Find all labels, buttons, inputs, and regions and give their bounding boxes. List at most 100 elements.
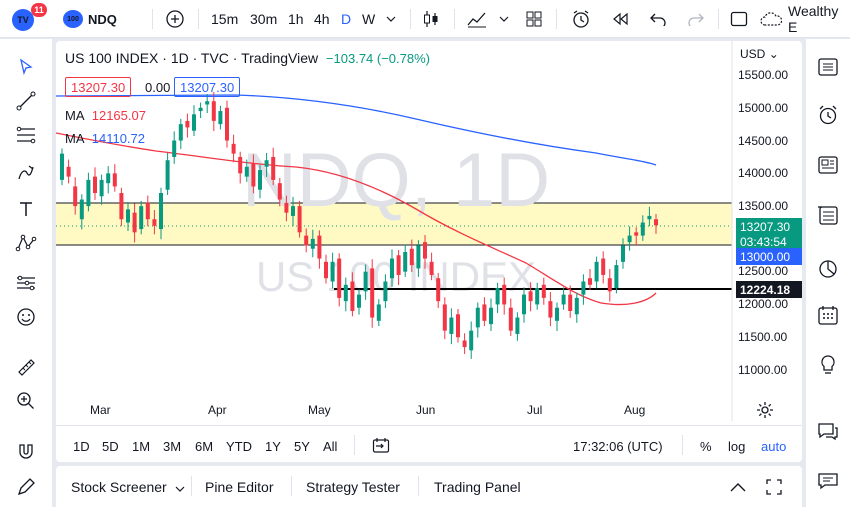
bid-price-box[interactable]: 13207.30 <box>65 77 132 97</box>
level2-tag: 12224.18 <box>736 281 802 298</box>
candle-body <box>291 206 295 216</box>
chevron-down-icon[interactable] <box>498 0 510 38</box>
cursor-icon[interactable] <box>12 53 40 81</box>
data-window-icon[interactable] <box>814 201 842 229</box>
chart-settings-gear-icon[interactable] <box>756 401 774 422</box>
user-avatar[interactable]: TV <box>12 9 34 31</box>
candle-body <box>396 255 401 275</box>
calendar-icon[interactable] <box>814 301 842 329</box>
candle-body <box>337 258 342 298</box>
fullscreen-square-icon[interactable] <box>729 0 749 38</box>
candle-body <box>119 193 124 220</box>
candle-body <box>654 219 658 226</box>
symbol-search[interactable]: NDQ <box>88 11 117 27</box>
tab-pine-editor[interactable]: Pine Editor <box>205 478 274 495</box>
notifications-icon[interactable] <box>814 467 842 495</box>
tab-strategy-tester[interactable]: Strategy Tester <box>306 478 400 495</box>
candle-body <box>231 143 236 154</box>
candle-body <box>416 245 421 269</box>
symbol-icon: 100 <box>63 10 83 28</box>
candle-body <box>271 156 276 180</box>
range-1m[interactable]: 1M <box>132 439 151 454</box>
undo-icon[interactable] <box>648 0 668 38</box>
chart-panel[interactable]: NDQ, 1D US 100 INDEX US 100 INDEX · 1D ·… <box>56 41 802 462</box>
prediction-measure-icon[interactable] <box>12 269 40 297</box>
ideas-lightbulb-icon[interactable] <box>814 351 842 379</box>
chevron-down-icon[interactable] <box>384 0 398 38</box>
alert-clock-icon[interactable] <box>570 0 592 38</box>
alarm-clock-icon[interactable] <box>814 101 842 129</box>
chevron-up-icon[interactable] <box>730 466 746 507</box>
candle-body <box>528 291 533 302</box>
brush-icon[interactable] <box>12 159 40 187</box>
right-widget-bar <box>806 39 850 507</box>
replay-icon[interactable] <box>610 0 630 38</box>
ruler-icon[interactable] <box>12 353 40 381</box>
interval-1h[interactable]: 1h <box>288 11 304 27</box>
range-all[interactable]: All <box>323 439 338 454</box>
tab-trading-panel[interactable]: Trading Panel <box>434 478 521 495</box>
maximize-panel-icon[interactable] <box>766 466 782 507</box>
lock-pencil-icon[interactable] <box>12 473 40 501</box>
candle-body <box>145 202 150 220</box>
cloud-icon[interactable] <box>759 0 785 38</box>
text-tool-icon[interactable] <box>12 195 40 223</box>
chats-icon[interactable] <box>814 417 842 445</box>
candle-body <box>350 281 355 311</box>
interval-30m[interactable]: 30m <box>250 11 278 27</box>
magnet-icon[interactable] <box>12 437 40 465</box>
zoom-in-icon[interactable] <box>12 387 40 415</box>
candle-body <box>469 330 474 351</box>
log-scale-toggle[interactable]: log <box>728 439 746 454</box>
range-5y[interactable]: 5Y <box>294 439 310 454</box>
chevron-down-icon: ⌄ <box>768 47 779 61</box>
interval-w[interactable]: W <box>362 11 376 27</box>
candle-body <box>634 232 639 236</box>
chart-legend-title[interactable]: US 100 INDEX · 1D · TVC · TradingView −1… <box>65 50 430 66</box>
tab-stock-screener[interactable]: Stock Screener <box>71 466 185 507</box>
goto-date-icon[interactable] <box>372 437 390 456</box>
candle-body <box>310 238 315 249</box>
range-ytd[interactable]: YTD <box>226 439 252 454</box>
emoji-icon[interactable] <box>12 303 40 331</box>
ask-price-box[interactable]: 13207.30 <box>174 77 241 97</box>
candle-body <box>495 288 500 305</box>
range-1d[interactable]: 1D <box>73 439 90 454</box>
auto-scale-toggle[interactable]: auto <box>761 439 787 454</box>
ma-slow-legend[interactable]: MA 14110.72 <box>65 131 145 146</box>
candles-icon[interactable] <box>421 0 441 38</box>
candle-body <box>588 278 592 285</box>
candle-body <box>363 271 368 292</box>
news-icon[interactable] <box>814 151 842 179</box>
pattern-icon[interactable] <box>12 229 40 257</box>
templates-icon[interactable] <box>524 0 544 38</box>
candle-body <box>640 222 645 236</box>
hotlist-icon[interactable] <box>814 255 842 283</box>
interval-15m[interactable]: 15m <box>211 11 239 27</box>
watchlist-icon[interactable] <box>814 53 842 81</box>
y-tick: 11000.00 <box>738 363 788 377</box>
candle-body <box>112 173 117 187</box>
add-symbol-icon[interactable] <box>164 0 186 38</box>
interval-d[interactable]: D <box>341 11 352 27</box>
candle-body <box>218 111 223 125</box>
price-chart[interactable]: NDQ, 1D US 100 INDEX <box>56 41 802 462</box>
candle-body <box>627 235 632 243</box>
fib-retracement-icon[interactable] <box>12 121 40 149</box>
range-3m[interactable]: 3M <box>163 439 182 454</box>
layout-name[interactable]: Wealthy E <box>788 3 839 35</box>
currency-selector[interactable]: USD ⌄ <box>740 47 779 61</box>
range-5d[interactable]: 5D <box>102 439 119 454</box>
ma-fast-value: 12165.07 <box>91 108 146 123</box>
trend-line-icon[interactable] <box>12 87 40 115</box>
clock-timezone[interactable]: 17:32:06 (UTC) <box>573 439 663 454</box>
y-tick: 13500.00 <box>738 199 789 213</box>
range-1y[interactable]: 1Y <box>265 439 281 454</box>
indicators-icon[interactable] <box>466 0 488 38</box>
candle-body <box>178 124 183 141</box>
interval-4h[interactable]: 4h <box>314 11 330 27</box>
percent-scale-toggle[interactable]: % <box>700 439 712 454</box>
range-6m[interactable]: 6M <box>195 439 214 454</box>
ma-fast-legend[interactable]: MA 12165.07 <box>65 108 146 123</box>
bottom-panel: Stock Screener Pine Editor Strategy Test… <box>56 466 802 507</box>
